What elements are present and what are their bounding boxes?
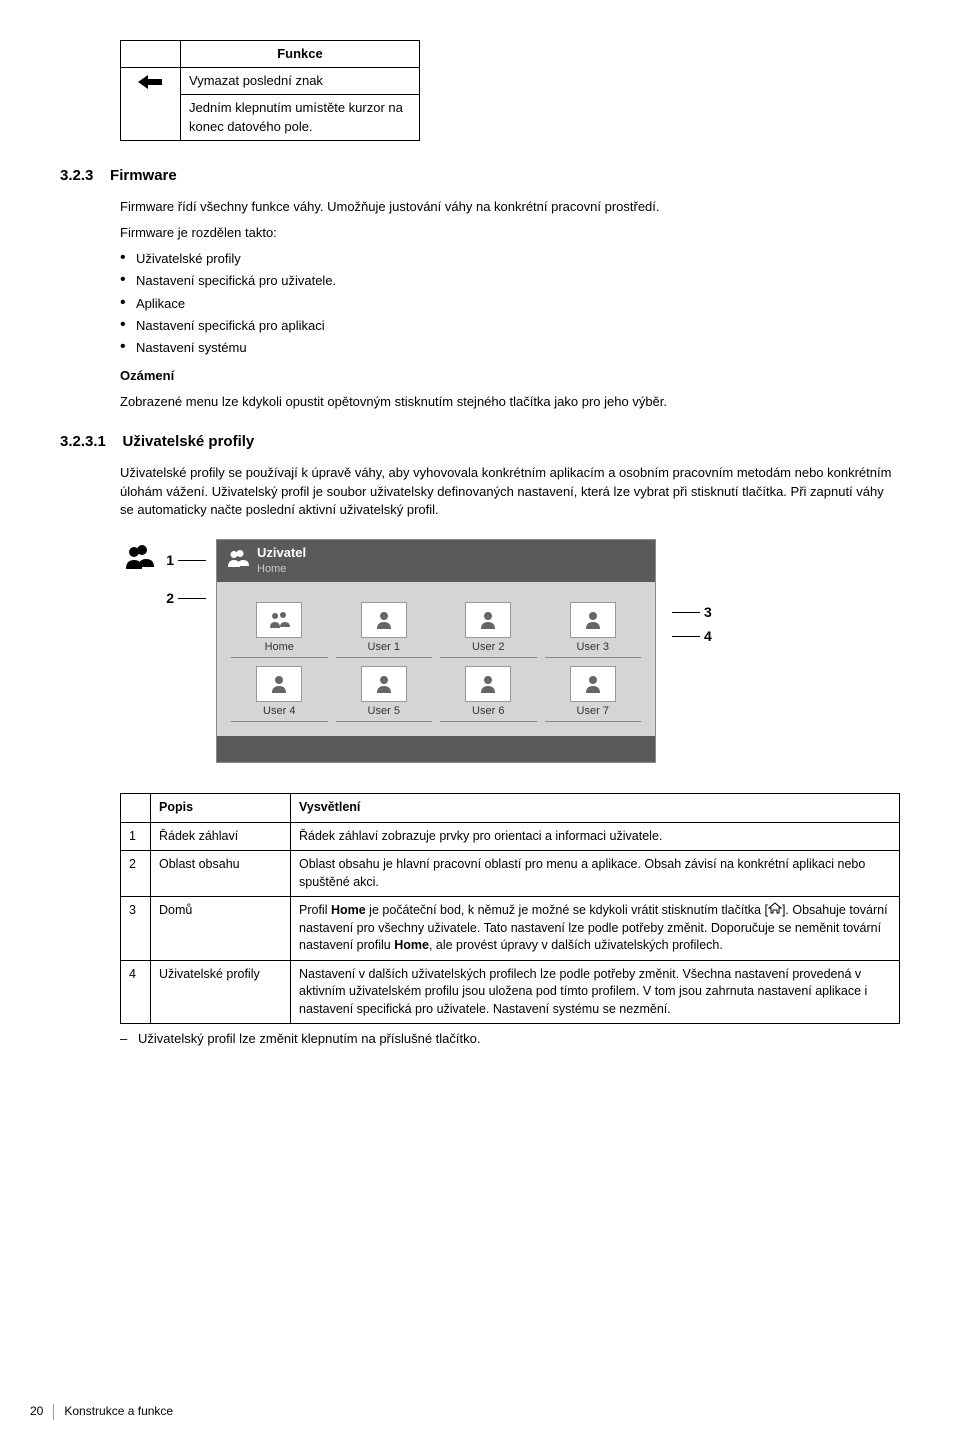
user-icon <box>361 602 407 638</box>
bullet-1: Nastavení specifická pro uživatele. <box>120 272 900 290</box>
tile-home-label: Home <box>231 640 328 658</box>
dash-note-text: Uživatelský profil lze změnit klepnutím … <box>120 1030 900 1048</box>
desc-2-name: Oblast obsahu <box>151 851 291 897</box>
bullet-2: Aplikace <box>120 295 900 313</box>
tile-user2-label: User 2 <box>440 640 537 658</box>
firmware-bullets: Uživatelské profily Nastavení specifická… <box>120 250 900 357</box>
desc-3-post: , ale provést úpravy v dalších uživatels… <box>429 938 723 952</box>
desc-3-bold2: Home <box>394 938 429 952</box>
bullet-4: Nastavení systému <box>120 339 900 357</box>
tile-user5-label: User 5 <box>336 704 433 722</box>
tile-user3-label: User 3 <box>545 640 642 658</box>
backspace-arrow-icon <box>136 72 166 92</box>
section-323-num: 3.2.3 <box>60 167 93 184</box>
notice-text: Zobrazené menu lze kdykoli opustit opěto… <box>120 393 900 411</box>
desc-3-mid1: je počáteční bod, k němuž je možné se kd… <box>366 903 768 917</box>
header-profile-icon <box>225 546 249 575</box>
callout-3: 3 <box>704 603 712 623</box>
section-323-title: Firmware <box>110 167 177 184</box>
desc-2-desc: Oblast obsahu je hlavní pracovní oblastí… <box>291 851 900 897</box>
user-icon <box>465 666 511 702</box>
section-323-p1: Firmware řídí všechny funkce váhy. Umožň… <box>120 198 900 216</box>
desc-1-desc: Řádek záhlaví zobrazuje prvky pro orient… <box>291 822 900 851</box>
callout-2: 2 <box>166 589 174 609</box>
funkce-header: Funkce <box>181 41 420 68</box>
backspace-icon-cell <box>121 68 181 141</box>
desc-row-3: 3 Domů Profil Home je počáteční bod, k n… <box>121 897 900 961</box>
desc-3-pre: Profil <box>299 903 331 917</box>
tile-user3[interactable]: User 3 <box>545 602 642 658</box>
desc-4-num: 4 <box>121 960 151 1024</box>
funkce-table: Funkce Vymazat poslední znak Jedním klep… <box>120 40 420 141</box>
desc-row-4: 4 Uživatelské profily Nastavení v dalšíc… <box>121 960 900 1024</box>
section-3231-p1: Uživatelské profily se používají k úprav… <box>120 464 900 519</box>
profile-grid: Home User 1 User 2 User 3 User 4 <box>217 582 655 737</box>
tile-user6-label: User 6 <box>440 704 537 722</box>
screenshot-footer <box>217 736 655 762</box>
desc-3-name: Domů <box>151 897 291 961</box>
desc-3-desc: Profil Home je počáteční bod, k němuž je… <box>291 897 900 961</box>
funkce-row1: Vymazat poslední znak <box>181 68 420 95</box>
desc-3-num: 3 <box>121 897 151 961</box>
notice-title: Ozámení <box>120 367 900 385</box>
callout-1: 1 <box>166 551 174 571</box>
funkce-row2: Jedním klepnutím umístěte kurzor na kone… <box>181 95 420 140</box>
callouts-left: 1 2 <box>166 551 206 608</box>
tile-user1-label: User 1 <box>336 640 433 658</box>
desc-1-num: 1 <box>121 822 151 851</box>
tile-user7-label: User 7 <box>545 704 642 722</box>
desc-row-2: 2 Oblast obsahu Oblast obsahu je hlavní … <box>121 851 900 897</box>
bullet-3: Nastavení specifická pro aplikaci <box>120 317 900 335</box>
section-323-body: Firmware řídí všechny funkce váhy. Umožň… <box>120 198 900 412</box>
dash-note: Uživatelský profil lze změnit klepnutím … <box>120 1030 900 1048</box>
desc-h1 <box>121 794 151 823</box>
page-number: 20 <box>30 1403 43 1420</box>
section-3231-num: 3.2.3.1 <box>60 433 106 450</box>
tile-user5[interactable]: User 5 <box>336 666 433 722</box>
desc-row-1: 1 Řádek záhlaví Řádek záhlaví zobrazuje … <box>121 822 900 851</box>
screenshot-header-sub: Home <box>257 562 306 577</box>
page-footer: 20 Konstrukce a funkce <box>30 1403 173 1420</box>
desc-4-desc: Nastavení v dalších uživatelských profil… <box>291 960 900 1024</box>
user-icon <box>465 602 511 638</box>
user-icon <box>361 666 407 702</box>
screenshot-container: 1 2 Uzivatel Home Home <box>120 539 900 763</box>
footer-title: Konstrukce a funkce <box>64 1403 173 1420</box>
section-323-p2: Firmware je rozdělen takto: <box>120 224 900 242</box>
desc-2-num: 2 <box>121 851 151 897</box>
description-table: Popis Vysvětlení 1 Řádek záhlaví Řádek z… <box>120 793 900 1024</box>
callouts-right: 3 4 <box>672 603 712 646</box>
section-3231-body: Uživatelské profily se používají k úprav… <box>120 464 900 519</box>
screenshot-header-title: Uzivatel <box>257 544 306 562</box>
tile-user7[interactable]: User 7 <box>545 666 642 722</box>
funkce-header-empty <box>121 41 181 68</box>
desc-4-name: Uživatelské profily <box>151 960 291 1024</box>
callout-4: 4 <box>704 627 712 647</box>
profile-key-icon <box>120 539 156 580</box>
section-3231-heading: 3.2.3.1 Uživatelské profily <box>60 431 900 452</box>
device-screenshot: Uzivatel Home Home User 1 User 2 <box>216 539 656 763</box>
home-icon <box>768 902 782 920</box>
user-icon <box>256 666 302 702</box>
tile-user6[interactable]: User 6 <box>440 666 537 722</box>
tile-home[interactable]: Home <box>231 602 328 658</box>
user-icon <box>570 602 616 638</box>
section-323-heading: 3.2.3 Firmware <box>60 165 900 186</box>
screenshot-header: Uzivatel Home <box>217 540 655 582</box>
desc-3-bold1: Home <box>331 903 366 917</box>
section-3231-title: Uživatelské profily <box>123 433 255 450</box>
tile-user4-label: User 4 <box>231 704 328 722</box>
tile-user2[interactable]: User 2 <box>440 602 537 658</box>
tile-user4[interactable]: User 4 <box>231 666 328 722</box>
footer-divider <box>53 1404 54 1420</box>
tile-user1[interactable]: User 1 <box>336 602 433 658</box>
tile-home-icon <box>256 602 302 638</box>
bullet-0: Uživatelské profily <box>120 250 900 268</box>
desc-h3: Vysvětlení <box>291 794 900 823</box>
desc-h2: Popis <box>151 794 291 823</box>
user-icon <box>570 666 616 702</box>
desc-1-name: Řádek záhlaví <box>151 822 291 851</box>
